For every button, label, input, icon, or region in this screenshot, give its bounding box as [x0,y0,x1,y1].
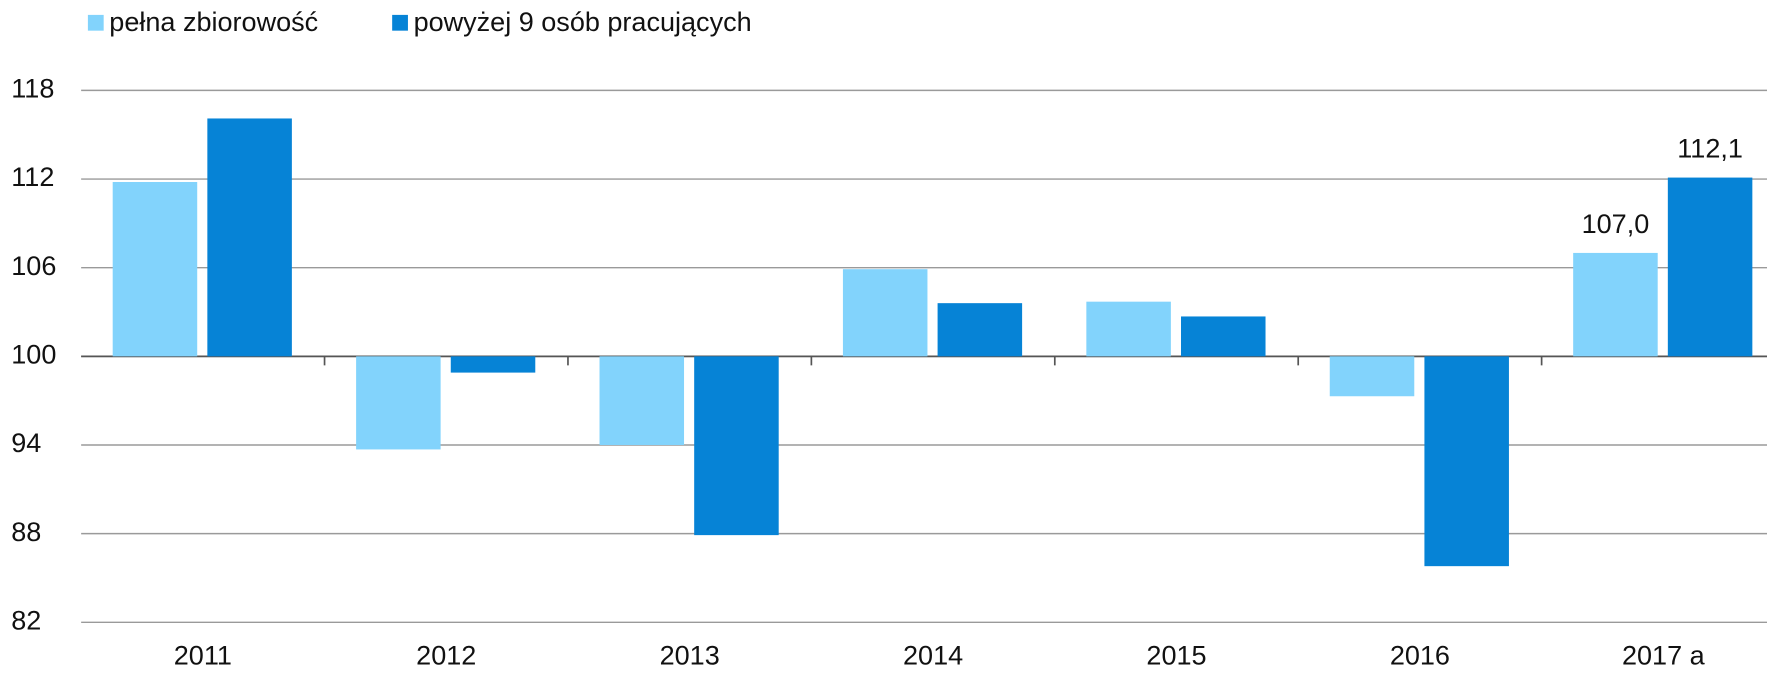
bar [1086,301,1171,357]
y-tick-label: 88 [11,517,41,547]
data-label: 112,1 [1677,134,1743,164]
bar [356,356,441,450]
bar [207,118,292,357]
bar [450,356,536,373]
x-tick-label: 2014 [903,640,963,670]
y-tick-label: 118 [11,74,54,104]
legend-swatch [392,14,408,31]
bar [1667,177,1753,357]
x-tick-label: 2017 a [1622,640,1706,670]
legend-label: pełna zbiorowość [109,7,318,37]
legend-swatch [87,14,104,31]
bar [1573,252,1658,357]
bar [1181,316,1266,357]
bar [112,182,198,357]
bar [599,356,685,445]
x-tick-label: 2013 [660,640,720,670]
x-tick-label: 2011 [174,640,232,670]
x-tick-label: 2015 [1146,640,1206,670]
y-tick-label: 100 [11,339,56,369]
bar [1329,356,1415,397]
legend-label: powyżej 9 osób pracujących [414,7,752,37]
y-tick-label: 82 [11,605,41,635]
y-tick-label: 94 [11,428,41,458]
bar [842,269,928,357]
y-tick-label: 106 [11,251,56,281]
bar [1424,356,1509,567]
y-tick-label: 112 [11,162,54,192]
x-tick-label: 2012 [416,640,476,670]
data-label: 107,0 [1582,209,1650,239]
bar [937,303,1023,357]
x-tick-label: 2016 [1390,640,1450,670]
bar [694,356,779,536]
